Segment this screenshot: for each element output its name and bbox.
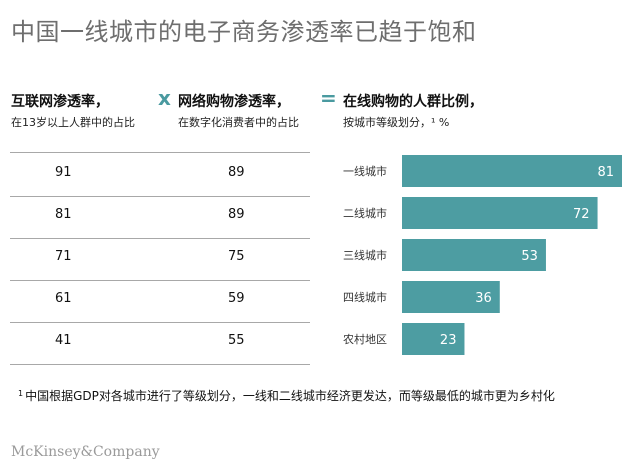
- brand-logo: McKinsey&Company: [11, 444, 160, 460]
- shopping-penetration-cell: 59: [228, 291, 245, 306]
- col1-subheader: 在13岁以上人群中的占比: [11, 116, 135, 129]
- bar-value-label: 23: [440, 333, 457, 348]
- internet-penetration-cell: 91: [55, 165, 72, 180]
- bar-value-label: 72: [573, 207, 590, 222]
- multiply-operator: x: [158, 86, 171, 110]
- footnote: 1 中国根据GDP对各城市进行了等级划分，一线和二线城市经济更发达，而等级最低的城…: [18, 383, 613, 407]
- internet-penetration-cell: 81: [55, 207, 72, 222]
- internet-penetration-cell: 71: [55, 249, 72, 264]
- bar: [402, 239, 546, 271]
- col2-header: 网络购物渗透率，: [178, 94, 290, 110]
- table-divider: [10, 364, 310, 365]
- category-label: 四线城市: [343, 290, 387, 304]
- bar: [402, 323, 465, 355]
- col2-subheader: 在数字化消费者中的占比: [178, 116, 299, 129]
- bar: [402, 155, 622, 187]
- category-label: 一线城市: [343, 164, 387, 178]
- category-label: 三线城市: [343, 248, 387, 262]
- page-title: 中国一线城市的电子商务渗透率已趋于饱和: [11, 18, 477, 46]
- equals-operator: =: [320, 86, 337, 110]
- bar-value-label: 53: [521, 249, 538, 264]
- table-divider: [10, 238, 310, 239]
- table-divider: [10, 280, 310, 281]
- shopping-penetration-cell: 89: [228, 165, 245, 180]
- col1-header: 互联网渗透率，: [11, 94, 109, 110]
- category-label: 农村地区: [343, 332, 387, 346]
- shopping-penetration-cell: 55: [228, 333, 245, 348]
- internet-penetration-cell: 41: [55, 333, 72, 348]
- city-tier-bar-chart: 一线城市 81 二线城市 72 三线城市 53 四线城市 36 农村地区 23: [343, 155, 622, 355]
- bar-value-label: 36: [475, 291, 492, 306]
- col3-header: 在线购物的人群比例，: [343, 94, 483, 110]
- bar: [402, 281, 500, 313]
- table-divider: [10, 196, 310, 197]
- col3-subheader: 按城市等级划分，¹ %: [343, 116, 450, 129]
- table-divider: [10, 152, 310, 153]
- category-label: 二线城市: [343, 206, 387, 220]
- shopping-penetration-cell: 75: [228, 249, 245, 264]
- footnote-marker: 1: [18, 389, 24, 398]
- bar: [402, 197, 598, 229]
- bar-value-label: 81: [597, 165, 614, 180]
- footnote-text: 中国根据GDP对各城市进行了等级划分，一线和二线城市经济更发达，而等级最低的城市…: [25, 389, 555, 403]
- shopping-penetration-cell: 89: [228, 207, 245, 222]
- internet-penetration-cell: 61: [55, 291, 72, 306]
- table-divider: [10, 322, 310, 323]
